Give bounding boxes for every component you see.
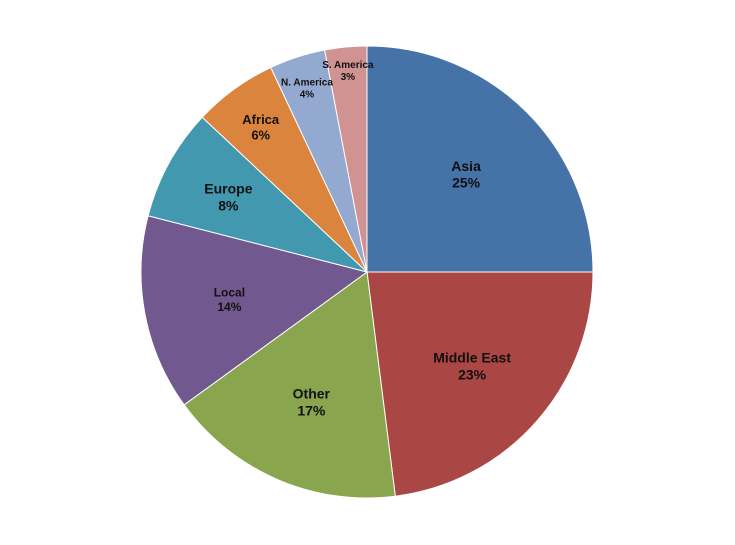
pie-slice-europe (147, 116, 368, 273)
slice-category-label: Europe (204, 181, 252, 197)
slice-category-label: Local (214, 285, 245, 299)
slice-category-label: N. America (281, 78, 333, 89)
slice-percent-label: 25% (452, 175, 481, 191)
slice-percent-label: 14% (217, 300, 241, 314)
pie-slice-asia (366, 45, 594, 273)
pie-slice-s-america (324, 45, 368, 273)
pie-slice-local (140, 215, 369, 406)
pie-slice-other (183, 271, 396, 499)
slice-percent-label: 23% (458, 366, 487, 382)
slice-category-label: Asia (451, 158, 481, 174)
slice-percent-label: 8% (218, 197, 239, 213)
slice-category-label: Middle East (433, 350, 511, 366)
slice-percent-label: 17% (297, 402, 326, 418)
slice-percent-label: 6% (251, 127, 270, 142)
slice-percent-label: 4% (300, 90, 315, 101)
slice-category-label: Other (293, 385, 331, 401)
slice-category-label: S. America (322, 60, 374, 71)
slice-percent-label: 3% (341, 72, 356, 83)
slice-category-label: Africa (242, 112, 280, 127)
pie-slices (140, 45, 594, 499)
pie-slice-middle-east (366, 271, 594, 497)
